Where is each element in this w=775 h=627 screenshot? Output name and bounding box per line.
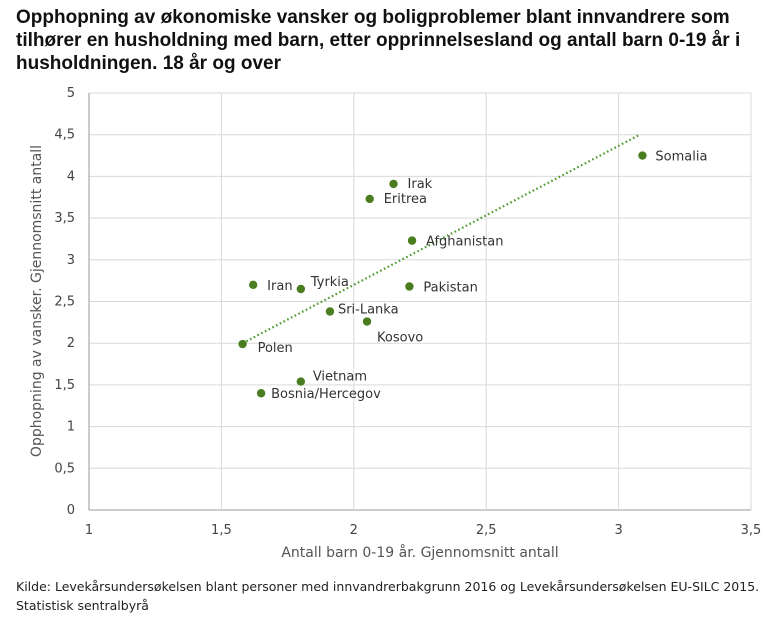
- y-tick-label: 3: [67, 253, 75, 268]
- point-label: Pakistan: [423, 280, 477, 295]
- y-axis-ticks: 0 0,5 1 1,5 2 2,5 3 3,5 4 4,5 5: [54, 86, 75, 518]
- point-label: Bosnia/Hercegov: [271, 387, 381, 402]
- chart-title: Opphopning av økonomiske vansker og boli…: [16, 7, 741, 74]
- x-axis-label: Antall barn 0-19 år. Gjennomsnitt antall: [281, 544, 558, 561]
- data-point: [256, 389, 266, 398]
- x-tick-label: 2,5: [476, 523, 497, 538]
- y-tick-label: 1: [67, 420, 75, 435]
- point-label: Kosovo: [377, 331, 423, 346]
- x-axis-ticks: 1 1,5 2 2,5 3 3,5: [85, 523, 761, 538]
- y-tick-label: 0: [67, 503, 75, 518]
- data-point: [389, 179, 398, 189]
- data-point: [365, 194, 374, 204]
- y-tick-label: 4: [67, 169, 75, 184]
- point-label: Somalia: [655, 150, 707, 165]
- point-label: Polen: [258, 341, 293, 356]
- y-tick-label: 1,5: [54, 378, 75, 393]
- point-label: Afghanistan: [426, 235, 503, 250]
- y-tick-label: 4,5: [54, 128, 75, 143]
- x-tick-label: 1: [85, 523, 93, 538]
- data-point: [296, 284, 306, 294]
- trendline: [242, 133, 641, 345]
- point-label: Tyrkia: [310, 275, 349, 290]
- y-axis-label: Opphopning av vansker. Gjennomsnitt anta…: [29, 145, 45, 457]
- y-tick-label: 2: [67, 336, 75, 351]
- point-label: Iran: [267, 279, 292, 294]
- data-point: [407, 236, 417, 245]
- data-point: [325, 307, 335, 316]
- point-label: Eritrea: [384, 192, 427, 207]
- point-label: Irak: [408, 177, 433, 192]
- source-note: Kilde: Levekårsundersøkelsen blant perso…: [16, 579, 760, 613]
- data-point: [405, 282, 414, 291]
- data-point: [238, 339, 247, 349]
- y-tick-label: 0,5: [54, 461, 75, 476]
- y-tick-label: 3,5: [54, 211, 75, 226]
- grid: [88, 92, 752, 511]
- x-tick-label: 2: [350, 523, 358, 538]
- data-point: [248, 280, 258, 290]
- data-point: [638, 151, 647, 160]
- data-point: [296, 377, 306, 386]
- point-label: Sri-Lanka: [338, 303, 399, 318]
- x-tick-label: 3,5: [741, 523, 762, 538]
- x-tick-label: 3: [614, 523, 622, 538]
- y-tick-label: 2,5: [54, 295, 75, 310]
- data-point: [362, 317, 372, 326]
- x-tick-label: 1,5: [211, 523, 232, 538]
- point-label: Vietnam: [313, 370, 367, 385]
- y-tick-label: 5: [67, 86, 75, 101]
